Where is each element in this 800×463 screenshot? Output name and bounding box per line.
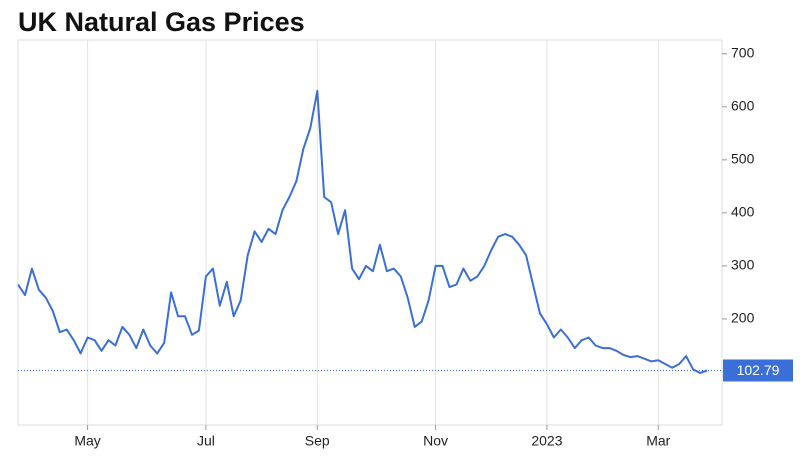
last-value-box <box>723 359 793 382</box>
last-value-label: 102.79 <box>737 362 780 378</box>
x-tick-label: Mar <box>646 433 670 449</box>
y-tick-label: 600 <box>731 98 755 114</box>
x-tick-label: 2023 <box>531 433 562 449</box>
y-tick-label: 300 <box>731 257 755 273</box>
x-tick-label: Sep <box>305 433 330 449</box>
y-tick-label: 200 <box>731 310 755 326</box>
x-tick-label: Jul <box>197 433 215 449</box>
price-line <box>17 89 708 374</box>
x-tick-label: May <box>74 433 100 449</box>
x-tick-label: Nov <box>423 433 448 449</box>
y-tick-label: 400 <box>731 204 755 220</box>
y-tick-label: 700 <box>731 44 755 60</box>
y-tick-label: 500 <box>731 151 755 167</box>
chart-title: UK Natural Gas Prices <box>18 7 305 37</box>
plot-frame <box>17 39 723 426</box>
